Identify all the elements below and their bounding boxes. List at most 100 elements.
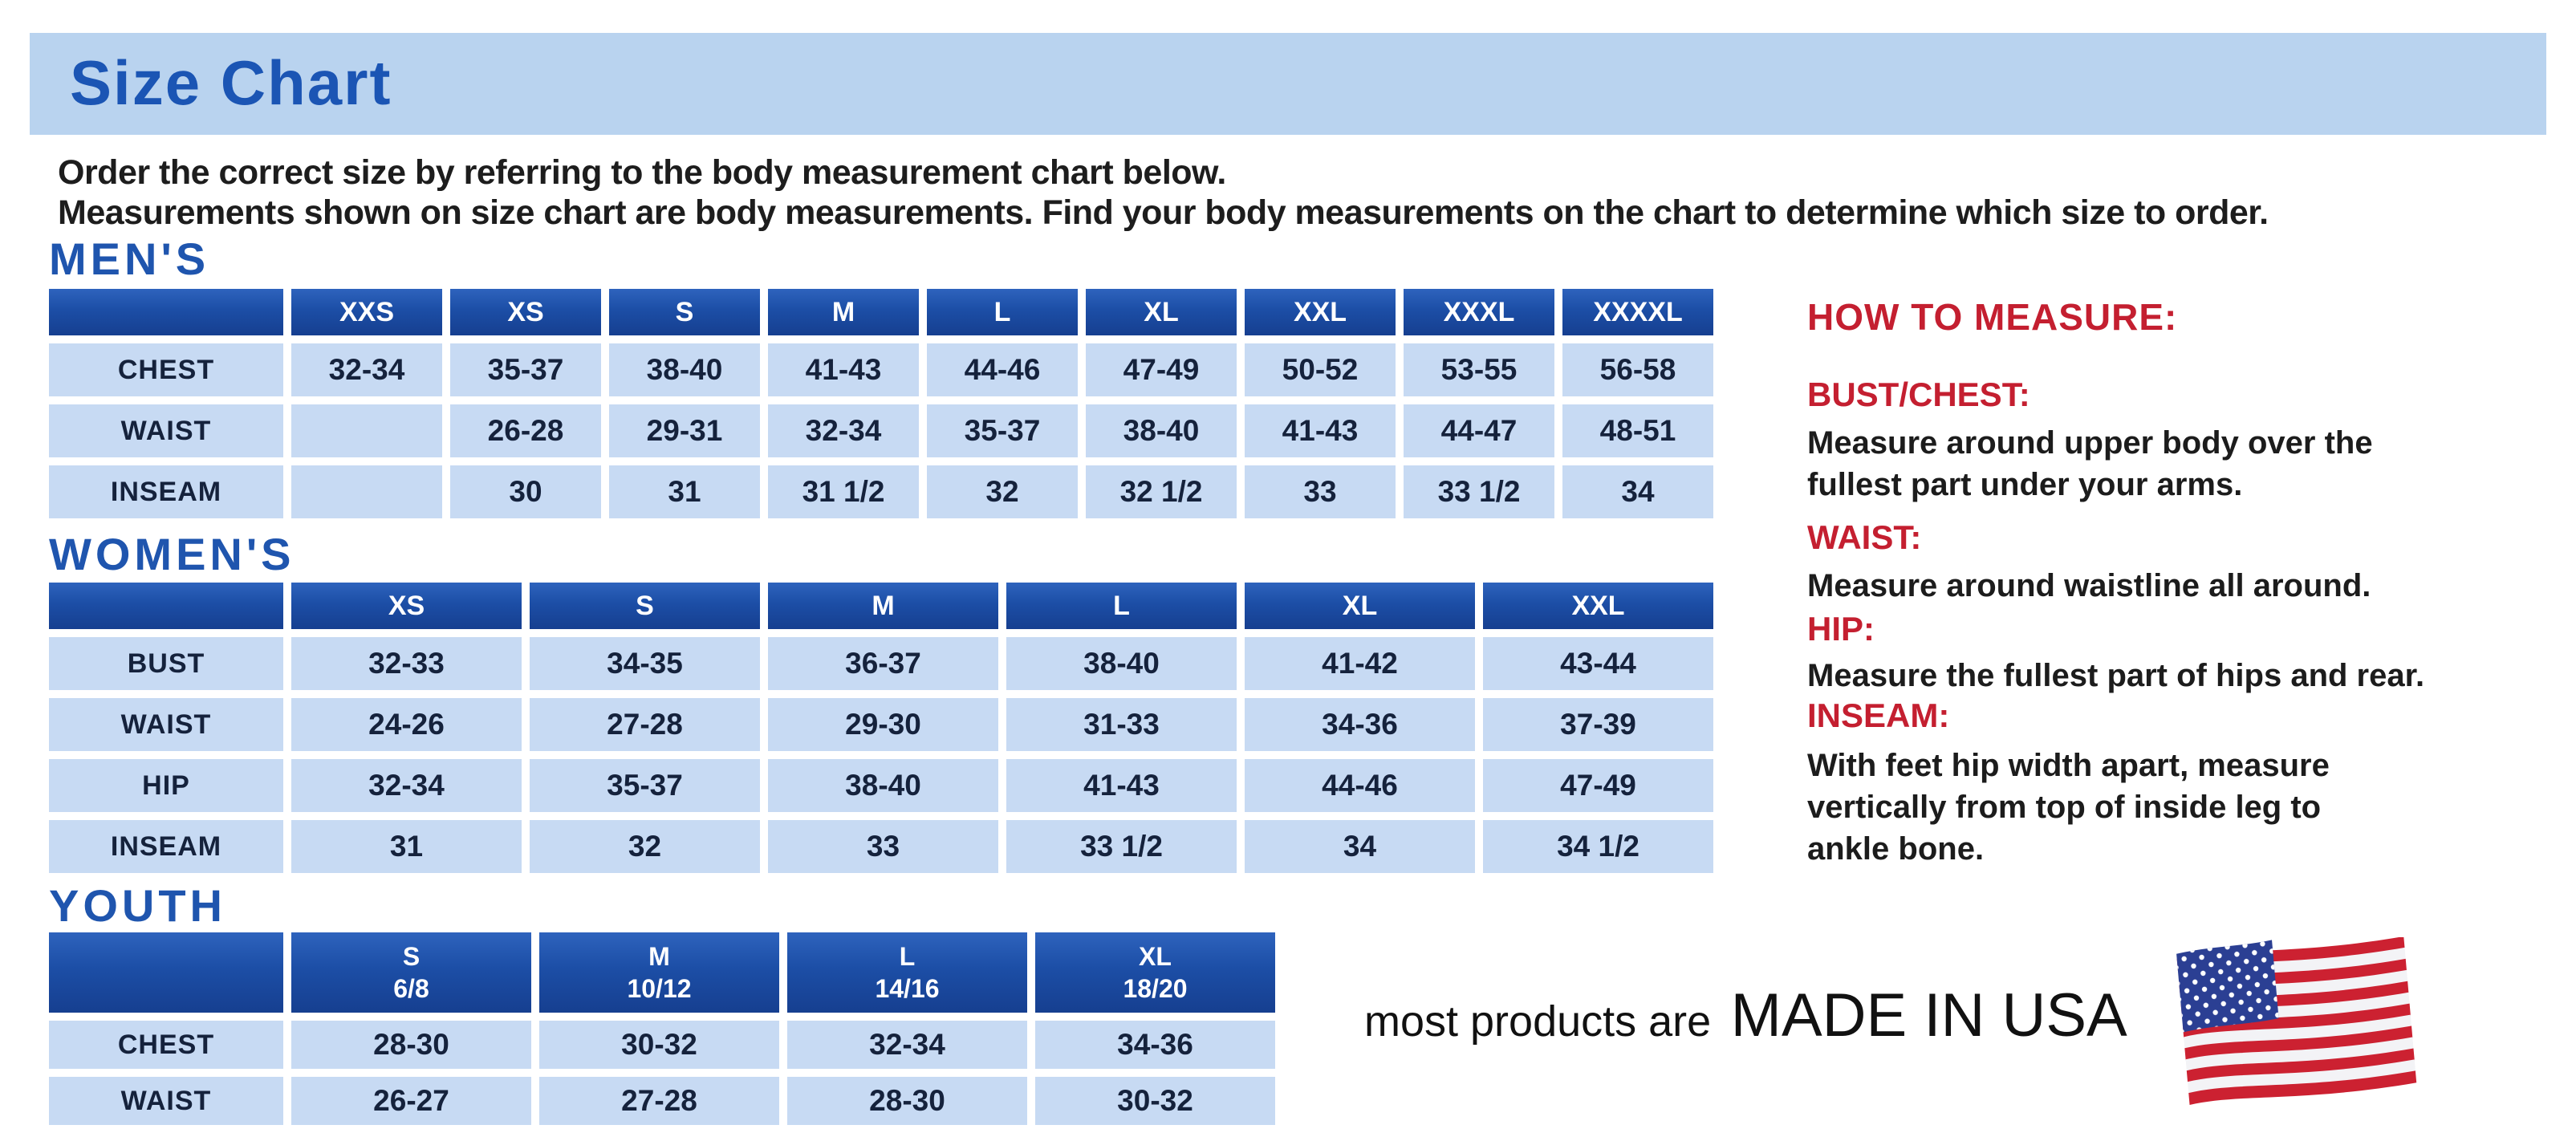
column-header: XS — [291, 583, 522, 629]
cell: 27-28 — [539, 1077, 779, 1125]
cell: 32 — [530, 820, 760, 873]
cell: 30-32 — [539, 1021, 779, 1069]
row-label: INSEAM — [49, 820, 283, 873]
cell: 35-37 — [530, 759, 760, 812]
cell — [291, 465, 442, 518]
corner-cell — [49, 583, 283, 629]
cell: 33 — [1245, 465, 1396, 518]
column-header: L — [927, 289, 1078, 335]
title-banner: Size Chart — [30, 33, 2546, 135]
bust-chest-text: Measure around upper body over the fulle… — [1807, 425, 2373, 502]
cell: 38-40 — [768, 759, 998, 812]
cell: 38-40 — [1086, 404, 1237, 457]
column-header: XS — [450, 289, 601, 335]
table-row: CHEST 32-34 35-37 38-40 41-43 44-46 47-4… — [49, 343, 1713, 396]
cell: 29-31 — [609, 404, 760, 457]
cell: 47-49 — [1483, 759, 1713, 812]
cell: 30-32 — [1035, 1077, 1275, 1125]
cell: 34-36 — [1035, 1021, 1275, 1069]
cell: 34 1/2 — [1483, 820, 1713, 873]
table-row: CHEST 28-30 30-32 32-34 34-36 — [49, 1021, 1275, 1069]
cell: 48-51 — [1562, 404, 1713, 457]
column-header: L — [1006, 583, 1237, 629]
waist-label: WAIST: — [1807, 518, 1922, 556]
cell: 32 — [927, 465, 1078, 518]
cell: 33 1/2 — [1006, 820, 1237, 873]
waist-text: Measure around waistline all around. — [1807, 568, 2371, 603]
column-header: XXXL — [1404, 289, 1554, 335]
cell: 44-46 — [927, 343, 1078, 396]
row-label: INSEAM — [49, 465, 283, 518]
hip-label: HIP: — [1807, 610, 1875, 648]
cell: 50-52 — [1245, 343, 1396, 396]
column-header: M — [768, 289, 919, 335]
cell: 31-33 — [1006, 698, 1237, 751]
made-in-prefix: most products are — [1364, 997, 1712, 1046]
column-header: XL 18/20 — [1035, 932, 1275, 1013]
cell: 32-34 — [768, 404, 919, 457]
cell: 27-28 — [530, 698, 760, 751]
cell: 26-27 — [291, 1077, 531, 1125]
cell: 28-30 — [291, 1021, 531, 1069]
cell: 44-46 — [1245, 759, 1475, 812]
cell: 43-44 — [1483, 637, 1713, 690]
cell: 36-37 — [768, 637, 998, 690]
how-to-measure-panel: HOW TO MEASURE: BUST/CHEST: Measure arou… — [1807, 295, 2570, 881]
cell: 35-37 — [450, 343, 601, 396]
cell — [291, 404, 442, 457]
cell: 32-34 — [787, 1021, 1027, 1069]
column-header: XXXXL — [1562, 289, 1713, 335]
row-label: HIP — [49, 759, 283, 812]
cell: 28-30 — [787, 1077, 1027, 1125]
column-header: S — [530, 583, 760, 629]
row-label: BUST — [49, 637, 283, 690]
womens-section-heading: WOMEN'S — [49, 529, 295, 579]
cell: 37-39 — [1483, 698, 1713, 751]
cell: 32-34 — [291, 343, 442, 396]
mens-size-table: XXS XS S M L XL XXL XXXL XXXXL CHEST 32-… — [41, 281, 1721, 526]
cell: 32-34 — [291, 759, 522, 812]
youth-size-table: S 6/8 M 10/12 L 14/16 XL 18/20 CHEST 28-30 3… — [41, 924, 1283, 1133]
column-header: XXL — [1245, 289, 1396, 335]
cell: 31 — [609, 465, 760, 518]
column-header: XXL — [1483, 583, 1713, 629]
row-label: CHEST — [49, 1021, 283, 1069]
hip-text: Measure the fullest part of hips and rea… — [1807, 658, 2425, 693]
table-row: WAIST 24-26 27-28 29-30 31-33 34-36 37-3… — [49, 698, 1713, 751]
womens-size-table: XS S M L XL XXL BUST 32-33 34-35 36-37 3… — [41, 575, 1721, 881]
corner-cell — [49, 932, 283, 1013]
table-header-row: XS S M L XL XXL — [49, 583, 1713, 629]
intro-text: Order the correct size by referring to t… — [58, 152, 2269, 233]
table-row: INSEAM 31 32 33 33 1/2 34 34 1/2 — [49, 820, 1713, 873]
row-label: WAIST — [49, 1077, 283, 1125]
cell: 26-28 — [450, 404, 601, 457]
cell: 34 — [1245, 820, 1475, 873]
youth-section-heading: YOUTH — [49, 880, 226, 931]
cell: 35-37 — [927, 404, 1078, 457]
cell: 41-42 — [1245, 637, 1475, 690]
row-label: WAIST — [49, 698, 283, 751]
table-row: INSEAM 30 31 31 1/2 32 32 1/2 33 33 1/2 … — [49, 465, 1713, 518]
mens-section-heading: MEN'S — [49, 234, 210, 284]
cell: 30 — [450, 465, 601, 518]
row-label: CHEST — [49, 343, 283, 396]
cell: 33 — [768, 820, 998, 873]
table-row: WAIST 26-27 27-28 28-30 30-32 — [49, 1077, 1275, 1125]
cell: 56-58 — [1562, 343, 1713, 396]
made-in-usa-text: MADE IN USA — [1730, 981, 2127, 1050]
column-header: XL — [1245, 583, 1475, 629]
table-row: BUST 32-33 34-35 36-37 38-40 41-42 43-44 — [49, 637, 1713, 690]
row-label: WAIST — [49, 404, 283, 457]
cell: 29-30 — [768, 698, 998, 751]
inseam-label: INSEAM: — [1807, 696, 1950, 734]
column-header: S — [609, 289, 760, 335]
column-header: XL — [1086, 289, 1237, 335]
inseam-text: With feet hip width apart, measure verti… — [1807, 748, 2330, 867]
bust-chest-label: BUST/CHEST: — [1807, 376, 2030, 413]
intro-line-1: Order the correct size by referring to t… — [58, 153, 1226, 192]
page-title: Size Chart — [70, 47, 392, 118]
cell: 34 — [1562, 465, 1713, 518]
cell: 47-49 — [1086, 343, 1237, 396]
column-header: L 14/16 — [787, 932, 1027, 1013]
intro-line-2: Measurements shown on size chart are bod… — [58, 193, 2269, 232]
